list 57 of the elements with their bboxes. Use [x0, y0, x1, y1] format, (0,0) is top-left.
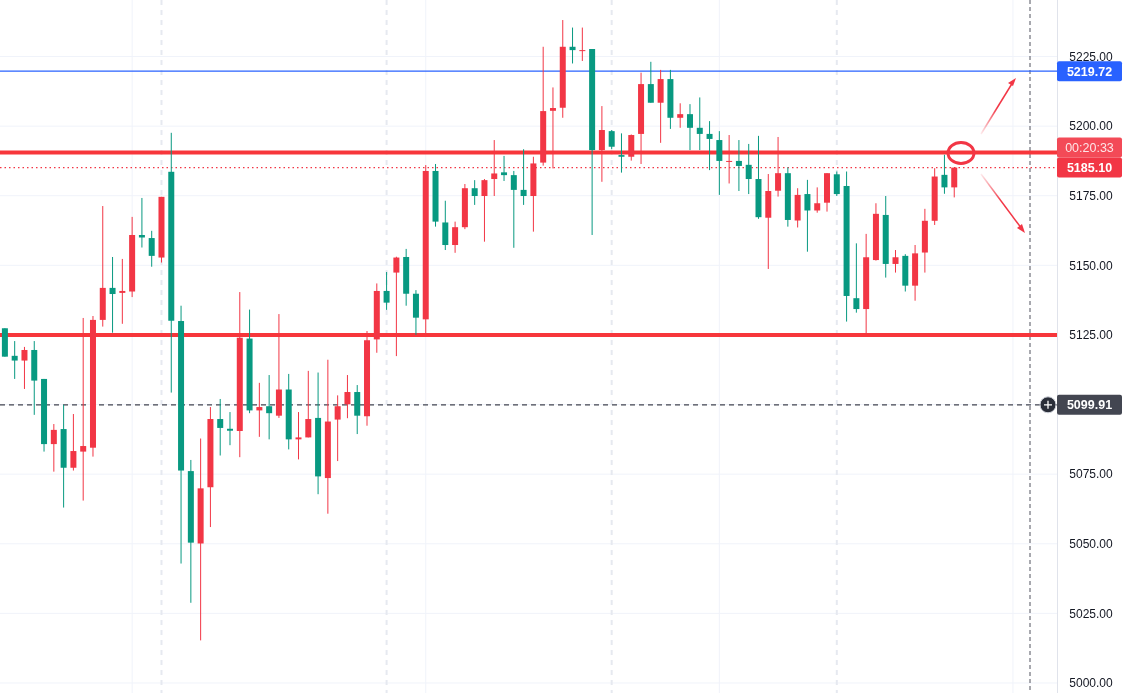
- candlestick: [735, 139, 742, 192]
- candlestick: [295, 411, 302, 460]
- candlestick: [501, 155, 508, 182]
- candlestick: [227, 411, 233, 446]
- candlestick: [11, 340, 18, 380]
- candlestick: [383, 271, 390, 311]
- candlestick: [50, 423, 57, 473]
- candlestick: [452, 221, 459, 254]
- candlestick: [70, 413, 77, 472]
- candlestick: [833, 171, 840, 197]
- candlestick: [412, 289, 419, 336]
- candlestick: [569, 27, 576, 64]
- candlestick: [686, 103, 693, 151]
- y-tick-label: 5125.00: [1069, 328, 1114, 343]
- candlestick: [696, 96, 703, 151]
- candlestick: [853, 242, 860, 314]
- candlestick: [941, 154, 948, 195]
- candlestick: [892, 249, 899, 274]
- text: 00:20:33: [1065, 140, 1114, 155]
- y-tick-label: 5175.00: [1069, 188, 1114, 203]
- candlestick: [618, 132, 625, 174]
- candlestick: [647, 61, 654, 104]
- y-tick-label: 5200.00: [1069, 119, 1114, 134]
- candlestick: [814, 186, 821, 214]
- candlestick: [148, 230, 155, 268]
- candlestick: [510, 170, 517, 249]
- candlestick: [579, 27, 586, 62]
- candlestick: [677, 102, 684, 129]
- candlestick: [716, 130, 723, 196]
- y-tick-label: 5225.00: [1069, 49, 1114, 64]
- y-tick-label: 5000.00: [1069, 676, 1114, 691]
- candlestick: [21, 346, 28, 390]
- candlestick: [109, 256, 116, 334]
- candlestick: [217, 398, 224, 456]
- y-tick-label: 5025.00: [1069, 606, 1114, 621]
- ref-line-label: 5219.72: [1066, 64, 1113, 79]
- candlestick: [119, 258, 126, 325]
- candlestick: [334, 394, 341, 462]
- candlestick: [481, 178, 488, 243]
- candlestick: [471, 179, 478, 206]
- candlestick: [608, 129, 615, 150]
- candlestick: [804, 179, 811, 253]
- ref-line-label: 5099.91: [1066, 398, 1113, 413]
- candlestick: [266, 374, 273, 440]
- candlestick: [745, 143, 752, 195]
- ref-line-label: 5185.10: [1066, 160, 1113, 175]
- candlestick: [256, 382, 263, 438]
- candlestick: [706, 120, 713, 171]
- candlestick: [354, 384, 361, 435]
- candlestick: [442, 200, 449, 251]
- y-tick-label: 5050.00: [1069, 536, 1114, 551]
- y-tick-label: 5075.00: [1069, 467, 1114, 482]
- candlestick: [657, 69, 664, 144]
- y-tick-label: 5150.00: [1069, 258, 1114, 273]
- candlestick: [305, 370, 312, 438]
- candlestick: [344, 374, 351, 419]
- candlestick: [520, 148, 527, 206]
